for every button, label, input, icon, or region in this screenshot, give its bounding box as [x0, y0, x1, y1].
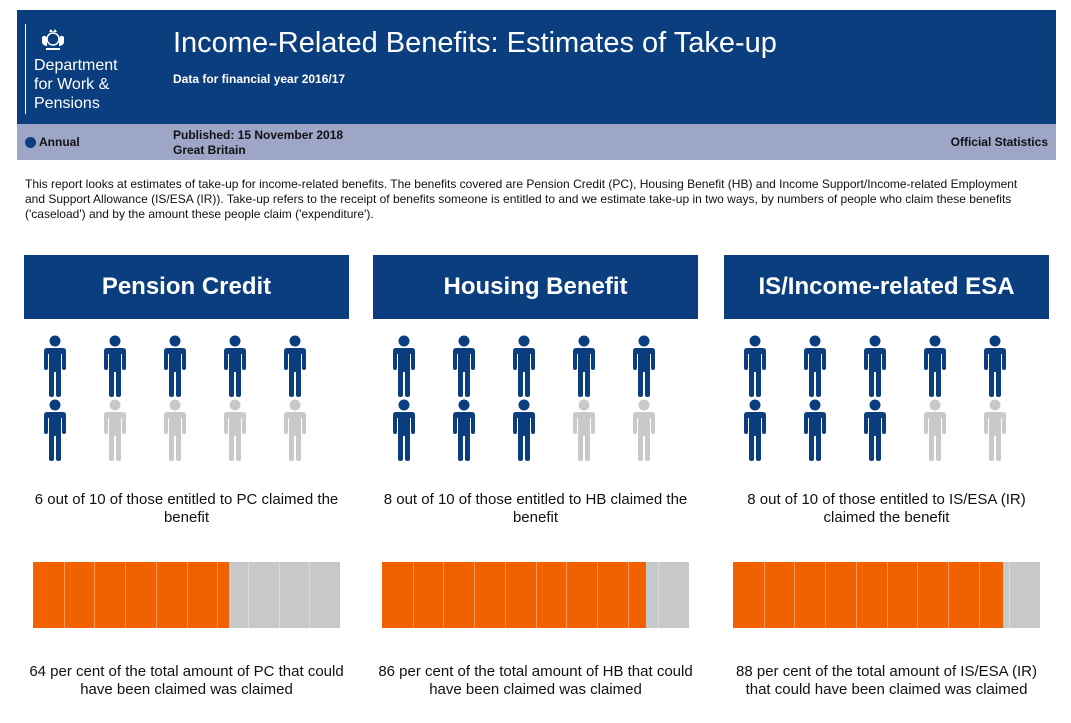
bar-segment-divider — [217, 562, 219, 628]
bar-segment-divider — [794, 562, 796, 628]
person-unclaimed-icon — [983, 399, 1007, 461]
bar-segment-divider — [474, 562, 476, 628]
people-pictogram — [392, 335, 692, 463]
expenditure-bar-fill — [33, 562, 230, 628]
person-claimed-icon — [863, 399, 887, 461]
person-claimed-icon — [43, 399, 67, 461]
bar-segment-divider — [627, 562, 629, 628]
region-label: Great Britain — [173, 143, 246, 157]
caseload-text: 6 out of 10 of those entitled to PC clai… — [34, 491, 339, 526]
expenditure-bar — [382, 562, 689, 628]
statistics-status: Official Statistics — [950, 135, 1048, 149]
benefit-panel-pension-credit: Pension Credit 6 out of 10 of those enti… — [24, 255, 349, 723]
person-claimed-icon — [632, 335, 656, 397]
frequency-label: Annual — [39, 135, 80, 149]
bar-segment-divider — [94, 562, 96, 628]
page-title: Income-Related Benefits: Estimates of Ta… — [173, 27, 777, 59]
bar-segment-divider — [155, 562, 157, 628]
person-claimed-icon — [743, 335, 767, 397]
logo-text-line-3: Pensions — [34, 95, 100, 112]
person-claimed-icon — [223, 335, 247, 397]
person-claimed-icon — [572, 335, 596, 397]
bar-segment-divider — [855, 562, 857, 628]
expenditure-bar-fill — [733, 562, 1004, 628]
person-claimed-icon — [283, 335, 307, 397]
bar-segment-divider — [125, 562, 127, 628]
caseload-text: 8 out of 10 of those entitled to IS/ESA … — [747, 491, 1026, 526]
bar-segment-divider — [596, 562, 598, 628]
benefit-title: Pension Credit — [24, 255, 349, 319]
bar-segment-divider — [278, 562, 280, 628]
info-bar: Annual Published: 15 November 2018 Great… — [17, 124, 1056, 160]
person-claimed-icon — [512, 399, 536, 461]
bar-segment-divider — [535, 562, 537, 628]
person-unclaimed-icon — [163, 399, 187, 461]
person-claimed-icon — [923, 335, 947, 397]
bar-segment-divider — [443, 562, 445, 628]
bar-segment-divider — [917, 562, 919, 628]
bar-segment-divider — [566, 562, 568, 628]
caseload-text: 8 out of 10 of those entitled to HB clai… — [383, 491, 688, 526]
person-unclaimed-icon — [572, 399, 596, 461]
bar-segment-divider — [412, 562, 414, 628]
people-pictogram — [743, 335, 1043, 463]
bar-segment-divider — [978, 562, 980, 628]
expenditure-text: 86 per cent of the total amount of HB th… — [378, 663, 693, 698]
benefit-panel-is-esa: IS/Income-related ESA 8 out of 10 of tho… — [724, 255, 1049, 723]
person-claimed-icon — [983, 335, 1007, 397]
benefit-panel-housing-benefit: Housing Benefit 8 out of 10 of those ent… — [373, 255, 698, 723]
expenditure-bar — [733, 562, 1040, 628]
person-unclaimed-icon — [283, 399, 307, 461]
royal-crest-icon — [42, 29, 64, 50]
person-claimed-icon — [803, 335, 827, 397]
bar-segment-divider — [658, 562, 660, 628]
expenditure-bar-fill — [382, 562, 647, 628]
person-unclaimed-icon — [223, 399, 247, 461]
person-claimed-icon — [863, 335, 887, 397]
person-claimed-icon — [43, 335, 67, 397]
page-subtitle: Data for financial year 2016/17 — [173, 72, 346, 86]
published-date: Published: 15 November 2018 — [173, 128, 344, 142]
person-unclaimed-icon — [632, 399, 656, 461]
bar-segment-divider — [763, 562, 765, 628]
person-claimed-icon — [103, 335, 127, 397]
dwp-logo: Department for Work & Pensions — [25, 24, 146, 114]
bullet-dot-icon — [25, 137, 36, 148]
expenditure-text: 88 per cent of the total amount of IS/ES… — [736, 663, 1037, 698]
person-claimed-icon — [452, 399, 476, 461]
person-claimed-icon — [163, 335, 187, 397]
logo-text-line-2: for Work & — [34, 76, 110, 93]
bar-segment-divider — [947, 562, 949, 628]
bar-segment-divider — [247, 562, 249, 628]
person-unclaimed-icon — [103, 399, 127, 461]
bar-segment-divider — [504, 562, 506, 628]
person-claimed-icon — [392, 335, 416, 397]
bar-segment-divider — [1009, 562, 1011, 628]
expenditure-bar — [33, 562, 340, 628]
bar-segment-divider — [63, 562, 65, 628]
people-pictogram — [43, 335, 343, 463]
bar-segment-divider — [825, 562, 827, 628]
bar-segment-divider — [186, 562, 188, 628]
person-claimed-icon — [512, 335, 536, 397]
person-claimed-icon — [392, 399, 416, 461]
bar-segment-divider — [886, 562, 888, 628]
expenditure-text: 64 per cent of the total amount of PC th… — [29, 663, 344, 698]
intro-paragraph: This report looks at estimates of take-u… — [25, 177, 1018, 221]
benefit-title: IS/Income-related ESA — [724, 255, 1049, 319]
person-claimed-icon — [803, 399, 827, 461]
logo-text-line-1: Department — [34, 57, 118, 74]
person-claimed-icon — [743, 399, 767, 461]
person-claimed-icon — [452, 335, 476, 397]
header-banner: Department for Work & Pensions Income-Re… — [17, 10, 1056, 124]
bar-segment-divider — [309, 562, 311, 628]
person-unclaimed-icon — [923, 399, 947, 461]
benefit-title: Housing Benefit — [373, 255, 698, 319]
